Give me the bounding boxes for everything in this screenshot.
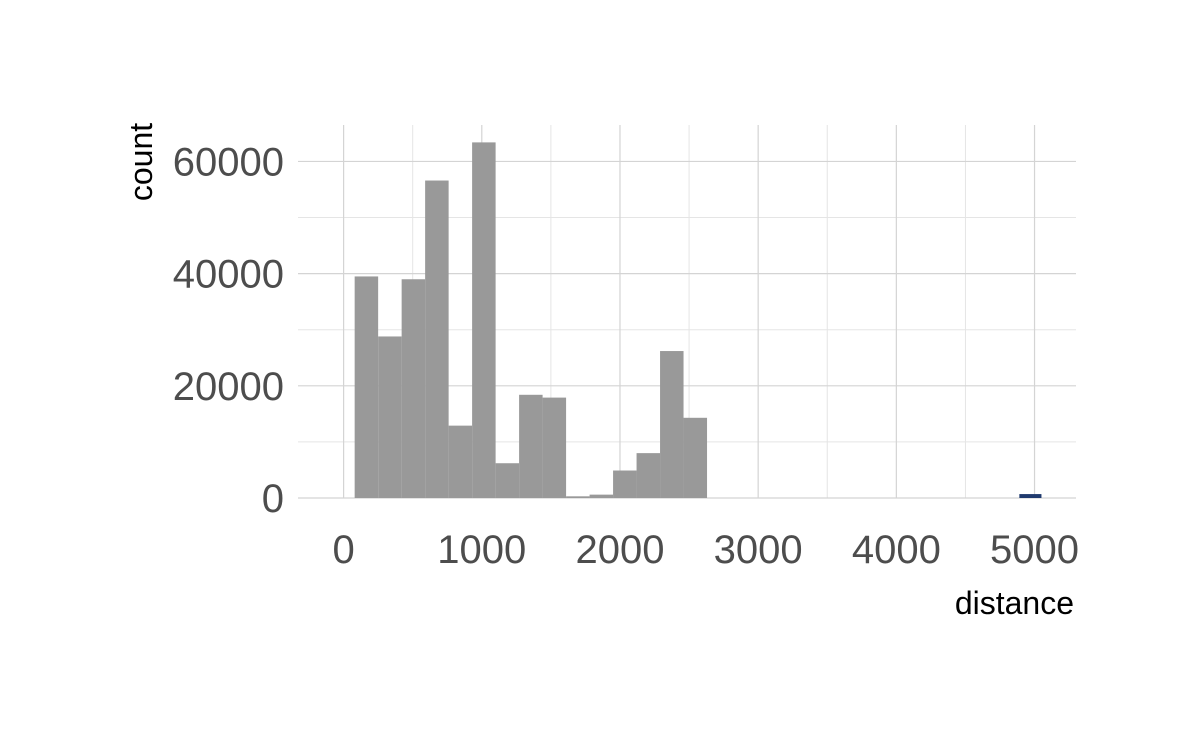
histogram-bar <box>401 279 426 498</box>
y-tick-label: 60000 <box>173 140 284 184</box>
histogram-bar <box>472 142 496 498</box>
histogram-bar <box>589 494 614 498</box>
y-tick-label: 40000 <box>173 253 284 297</box>
histogram-bar <box>495 463 520 498</box>
major-gridlines <box>298 125 1076 499</box>
histogram-bar <box>378 336 402 498</box>
histogram-bar <box>425 180 449 498</box>
y-axis-title: count <box>123 123 159 201</box>
histogram-bar <box>519 394 543 498</box>
histogram-bar <box>566 496 590 498</box>
histogram-bar <box>1019 494 1042 498</box>
x-tick-label: 2000 <box>575 528 664 572</box>
histogram-bar <box>683 417 708 498</box>
x-tick-label: 5000 <box>990 528 1079 572</box>
y-tick-label: 20000 <box>173 365 284 409</box>
y-axis-tick-labels: 0 20000 40000 60000 <box>173 140 284 521</box>
x-tick-label: 1000 <box>437 528 526 572</box>
x-axis-title: distance <box>955 585 1074 621</box>
histogram-bar <box>354 276 379 498</box>
histogram-bar <box>636 453 661 498</box>
x-tick-label: 0 <box>332 528 354 572</box>
x-axis-tick-labels: 0 1000 2000 3000 4000 5000 <box>332 528 1079 572</box>
histogram-bar <box>613 470 637 498</box>
x-tick-label: 3000 <box>714 528 803 572</box>
histogram-bar <box>660 351 684 498</box>
histogram-bars <box>354 142 1042 498</box>
histogram-bar <box>542 397 567 498</box>
x-tick-label: 4000 <box>852 528 941 572</box>
histogram-bar <box>448 425 473 498</box>
y-tick-label: 0 <box>262 477 284 521</box>
